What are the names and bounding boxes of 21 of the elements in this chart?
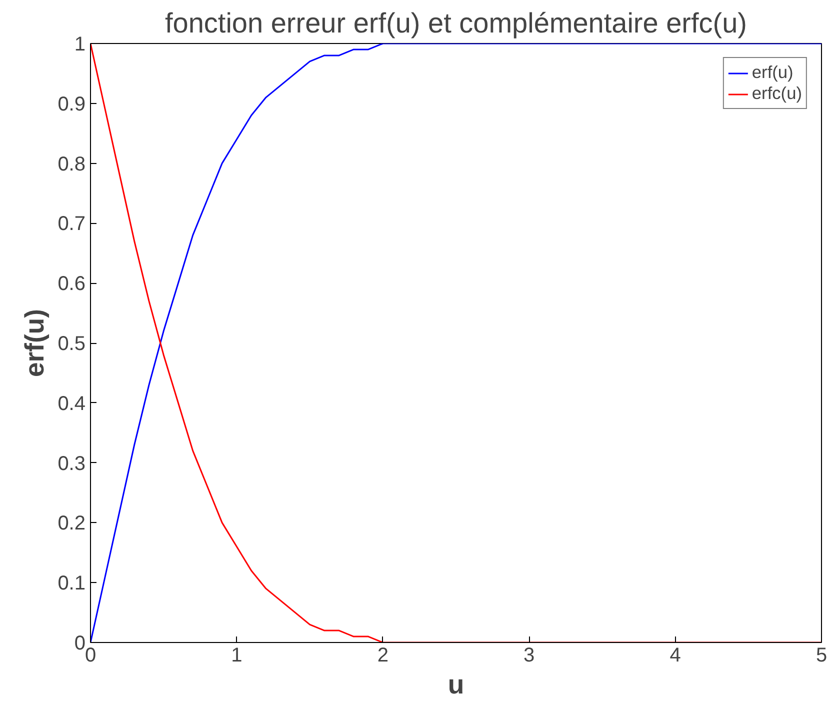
y-tick-label: 0.7: [58, 213, 86, 236]
y-tick-label: 0.4: [58, 392, 86, 415]
x-tick-label: 2: [377, 644, 388, 666]
legend-label: erfc(u): [752, 83, 802, 104]
x-tick-label: 4: [670, 644, 681, 666]
x-axis-title: u: [448, 670, 464, 700]
y-tick-label: 0.2: [58, 512, 86, 535]
chart-title: fonction erreur erf(u) et complémentaire erfc(u): [165, 8, 747, 38]
y-tick-label: 0.8: [58, 153, 86, 176]
legend-label: erf(u): [752, 62, 794, 83]
y-tick-label: 0.9: [58, 93, 86, 116]
x-tick-label: 1: [231, 644, 242, 666]
x-tick-label: 3: [524, 644, 535, 666]
y-tick-label: 0.6: [58, 273, 86, 296]
y-tick-label: 1: [74, 34, 86, 56]
y-tick-label: 0.5: [58, 333, 86, 355]
y-tick-label: 0.3: [58, 452, 86, 475]
y-axis-title: erf(u): [20, 308, 50, 378]
line-series: [90, 44, 822, 642]
x-tick-label: 5: [816, 644, 828, 666]
y-tick-label: 0.1: [58, 572, 86, 595]
